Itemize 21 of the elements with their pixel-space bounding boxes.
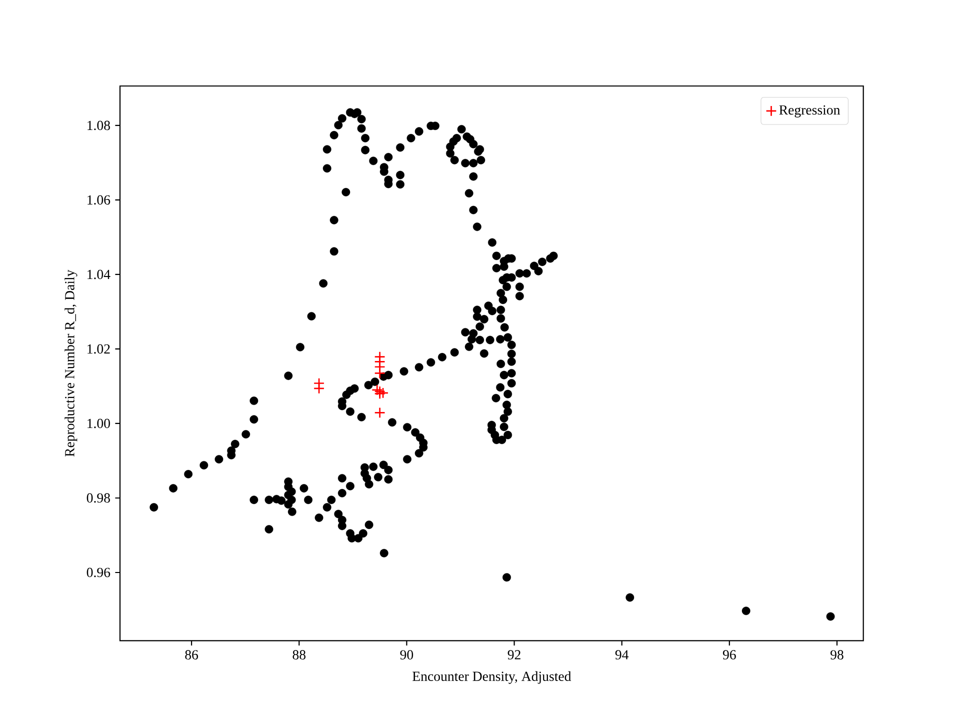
point: [374, 407, 386, 418]
y-tick-label: 1.08: [88, 120, 110, 130]
x-tick-label: 98: [830, 650, 844, 660]
point: [374, 368, 386, 379]
x-tick-label: 94: [615, 650, 629, 660]
point: [313, 382, 325, 394]
y-tick-label: 0.96: [86, 568, 110, 578]
x-tick-label: 92: [508, 650, 520, 660]
legend-label: Regression: [779, 105, 840, 118]
y-tick-label: 1.06: [88, 195, 110, 205]
x-tick-label: 88: [292, 650, 306, 660]
y-tick-label: 1.04: [88, 270, 110, 280]
y-tick-label: 1.02: [88, 344, 110, 354]
point: [374, 388, 386, 400]
x-tick-label: 90: [400, 650, 414, 660]
y-axis-title: Reproductive Number R_d, Daily: [64, 270, 78, 457]
x-axis-title: Encounter Density, Adjusted: [412, 671, 572, 684]
y-tick-label: 1.00: [88, 418, 110, 428]
x-tick-label: 96: [722, 650, 736, 660]
x-tick-label: 86: [185, 650, 198, 660]
y-tick-label: 0.98: [86, 493, 110, 503]
